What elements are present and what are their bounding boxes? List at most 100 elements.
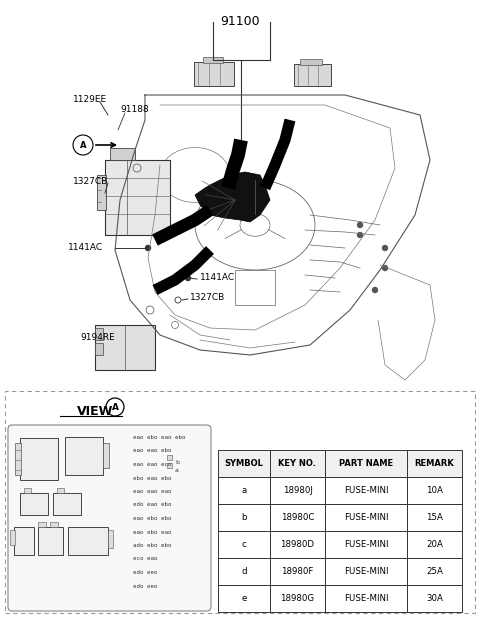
Text: KEY NO.: KEY NO. [278,459,316,468]
Text: 25A: 25A [426,567,443,576]
Text: 91100: 91100 [220,15,260,28]
Bar [15,443,21,475]
Bar [270,450,325,477]
Text: 15A: 15A [426,513,443,522]
Text: 10A: 10A [426,486,443,495]
Bar [20,493,48,515]
Text: edo eeo: edo eeo [133,570,157,575]
Bar [5,391,475,613]
Bar [20,438,58,480]
Bar [218,504,270,531]
Text: eao eao ebo: eao eao ebo [133,449,171,453]
Text: eao eao eao: eao eao eao [133,489,171,494]
Circle shape [358,233,362,238]
Bar [325,531,407,558]
Bar [103,443,109,468]
Bar [325,477,407,504]
Bar [218,531,270,558]
Bar [407,450,462,477]
Text: 1141AC: 1141AC [200,273,235,283]
Bar [95,325,155,370]
Text: 18980D: 18980D [280,540,314,549]
Text: VIEW: VIEW [77,405,113,418]
Text: e: e [241,594,247,603]
Text: a: a [241,486,247,495]
Bar [38,522,46,527]
Text: FUSE-MINI: FUSE-MINI [344,567,388,576]
Text: 91188: 91188 [120,106,149,115]
FancyBboxPatch shape [294,64,331,86]
Bar [203,57,223,63]
Bar [65,437,103,475]
Bar [270,504,325,531]
Circle shape [383,265,387,270]
Text: 18980C: 18980C [281,513,314,522]
Text: eao ebo eao ebo: eao ebo eao ebo [133,435,185,440]
Bar [24,488,31,493]
Bar [270,558,325,585]
Bar [97,175,106,210]
Bar [167,455,172,460]
FancyBboxPatch shape [194,62,234,86]
Bar [57,488,64,493]
Bar [407,558,462,585]
Bar [407,477,462,504]
Text: edo eeo: edo eeo [133,584,157,589]
Text: eco eao: eco eao [133,557,157,561]
Bar [325,558,407,585]
Bar [300,59,322,65]
FancyBboxPatch shape [8,425,211,611]
Circle shape [145,246,151,251]
Text: ebo eao ebo: ebo eao ebo [133,476,171,481]
Bar [108,530,113,548]
Bar [218,558,270,585]
Bar [325,450,407,477]
Bar [110,148,135,160]
Bar [14,527,34,555]
Bar [270,531,325,558]
Text: A: A [80,141,86,149]
Text: 18980F: 18980F [281,567,314,576]
Text: FUSE-MINI: FUSE-MINI [344,540,388,549]
Text: 9194RE: 9194RE [80,334,115,342]
Circle shape [383,246,387,251]
Circle shape [185,276,191,281]
Text: 18980G: 18980G [280,594,314,603]
Text: eao ebo eao: eao ebo eao [133,529,171,534]
Bar [167,463,172,468]
Bar [95,343,103,355]
Bar [407,531,462,558]
Circle shape [358,223,362,228]
Bar [10,530,15,545]
Bar [218,477,270,504]
Text: b: b [241,513,247,522]
Bar [50,522,58,527]
Bar [325,504,407,531]
Text: FUSE-MINI: FUSE-MINI [344,594,388,603]
Text: ado ebo ebo: ado ebo ebo [133,543,171,548]
Bar [270,585,325,612]
Text: 20A: 20A [426,540,443,549]
Bar [68,527,108,555]
Text: FUSE-MINI: FUSE-MINI [344,513,388,522]
Text: 1129EE: 1129EE [73,96,107,104]
Text: 1141AC: 1141AC [68,242,103,252]
Text: edo eao ebo: edo eao ebo [133,502,171,508]
Bar [407,504,462,531]
Text: PART NAME: PART NAME [339,459,393,468]
Text: 30A: 30A [426,594,443,603]
Bar [53,493,81,515]
Bar [407,585,462,612]
Text: eao ebo ebo: eao ebo ebo [133,516,171,521]
Text: A: A [111,402,119,412]
Circle shape [372,288,377,292]
Bar [38,527,63,555]
Bar [105,160,170,235]
Text: 1327CB: 1327CB [190,294,225,302]
Bar [95,328,103,340]
Text: c: c [241,540,246,549]
Bar [270,477,325,504]
Text: FUSE-MINI: FUSE-MINI [344,486,388,495]
Text: d: d [241,567,247,576]
Text: b: b [175,460,179,465]
